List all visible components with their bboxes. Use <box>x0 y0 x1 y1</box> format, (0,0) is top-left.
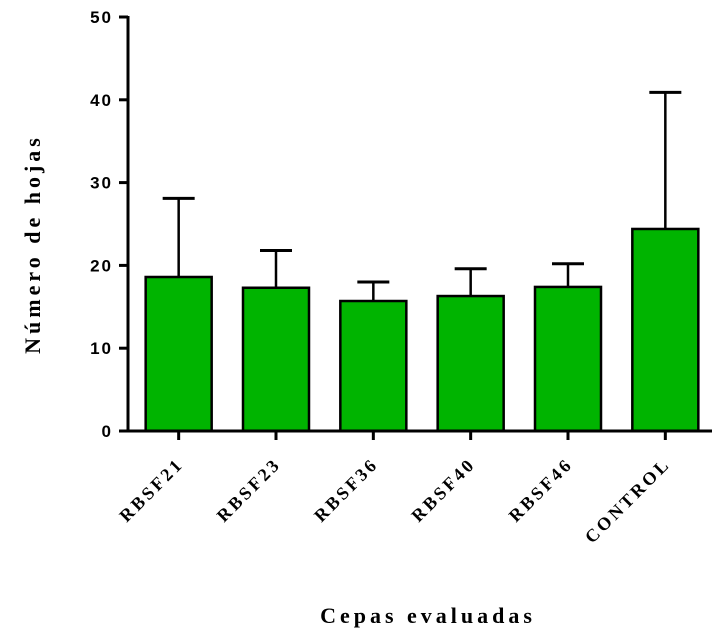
x-tick-label: CONTROL <box>581 454 674 547</box>
x-ticks-group: RBSF21 RBSF23 RBSF36 RBSF40 RBSF46 CONTROL <box>115 431 674 547</box>
axes-group <box>126 16 712 433</box>
y-tick-label: 10 <box>90 339 113 358</box>
x-tick-label: RBSF36 <box>310 454 382 526</box>
bar <box>144 275 213 433</box>
bar <box>241 286 311 433</box>
x-axis-label: Cepas evaluadas <box>320 603 536 628</box>
y-axis-label: Número de hojas <box>20 134 45 354</box>
x-tick-label: RBSF46 <box>505 454 577 526</box>
bar <box>631 227 700 433</box>
x-tick-label: RBSF40 <box>407 454 479 526</box>
y-ticks-group: 0 10 20 30 40 50 <box>90 8 128 441</box>
bar <box>436 294 505 433</box>
bars-group <box>144 227 700 433</box>
y-tick-label: 40 <box>90 91 113 110</box>
bar <box>533 285 603 433</box>
x-tick-label: RBSF21 <box>115 454 187 526</box>
x-tick-label: RBSF23 <box>213 454 285 526</box>
y-tick-label: 20 <box>90 256 113 275</box>
y-tick-label: 30 <box>90 174 113 193</box>
bar <box>339 299 408 433</box>
y-tick-label: 50 <box>90 8 113 27</box>
error-bars-group <box>162 90 682 302</box>
y-tick-label: 0 <box>102 422 113 441</box>
